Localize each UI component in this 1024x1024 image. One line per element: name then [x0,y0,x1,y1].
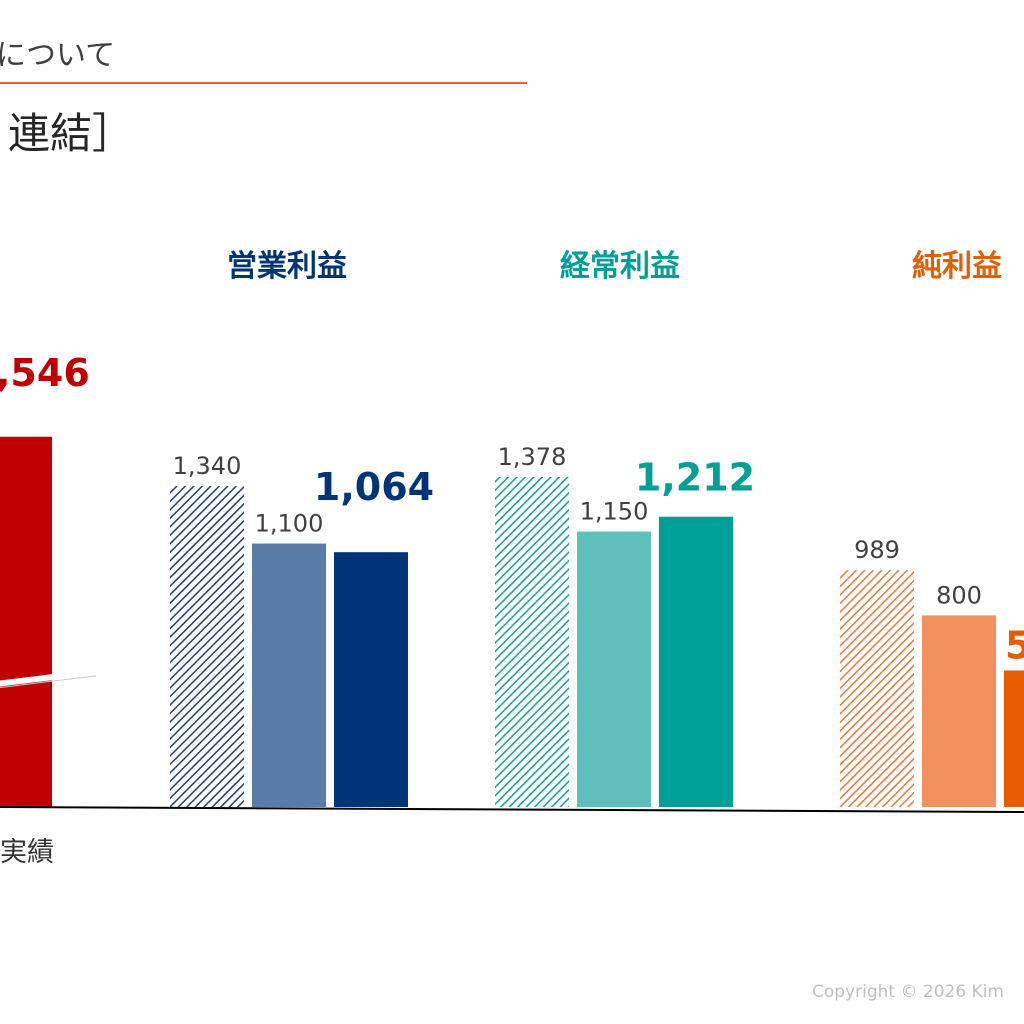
data-label-ord_profit-1: 1,150 [580,498,649,526]
copyright-text: Copyright © 2026 Kim [812,982,1004,1002]
bar-op_profit-0 [170,486,244,807]
panel-title-net_profit: 純利益 [912,249,1002,284]
data-label-net_profit-2: 5 [1005,623,1024,667]
panel-title-ord_profit: 経常利益 [560,249,680,284]
data-label-op_profit-1: 1,100 [255,510,324,538]
data-label-sales-0: ,546 [0,351,90,395]
bar-net_profit-0 [840,570,914,807]
section-subtitle: について [0,38,116,73]
bar-net_profit-1 [922,615,996,807]
axis-break-mark [0,669,97,687]
bar-op_profit-1 [252,543,326,807]
bar-net_profit-2 [1004,670,1024,807]
header-divider [0,82,527,84]
page-title: 連結］ [8,109,135,158]
bar-sales-0 [0,436,52,807]
data-label-net_profit-0: 989 [854,536,900,564]
data-label-ord_profit-0: 1,378 [498,443,567,471]
data-label-op_profit-0: 1,340 [173,452,242,480]
bar-ord_profit-0 [495,476,569,807]
panel-title-op_profit: 営業利益 [227,249,347,284]
data-label-ord_profit-2: 1,212 [635,456,755,500]
data-label-net_profit-1: 800 [936,581,982,609]
bar-ord_profit-2 [659,516,733,807]
data-label-op_profit-2: 1,064 [314,465,434,509]
bar-ord_profit-1 [577,531,651,807]
x-axis-category-label: 実績 [0,837,54,868]
axis-break-edge [0,675,97,689]
x-axis-baseline [0,806,1024,813]
bar-op_profit-2 [334,552,408,807]
